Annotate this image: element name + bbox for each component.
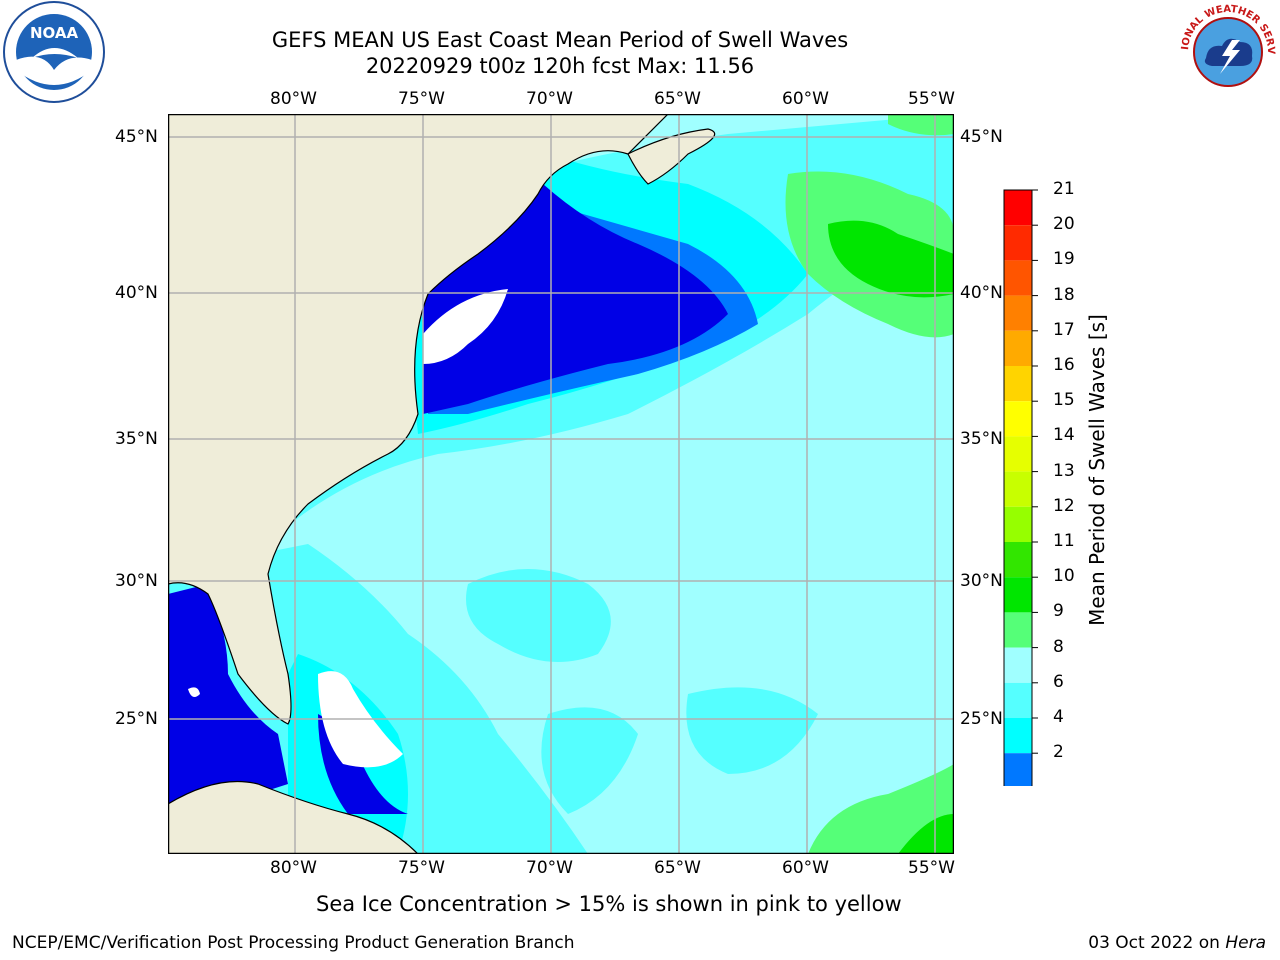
- colorbar-tick-label: 2: [1053, 742, 1064, 763]
- colorbar-segment: [1004, 436, 1032, 472]
- lat-label-right-40n: 40°N: [960, 283, 1003, 303]
- lat-label-right-30n: 30°N: [960, 571, 1003, 591]
- lat-label-right-35n: 35°N: [960, 429, 1003, 449]
- noaa-logo-text: NOAA: [30, 24, 79, 42]
- colorbar-segment: [1004, 260, 1032, 296]
- colorbar-tick-label: 4: [1053, 707, 1064, 727]
- band-under-2s-gulf-of-mexico: [168, 584, 288, 814]
- colorbar-title: Mean Period of Swell Waves [s]: [1085, 314, 1109, 626]
- lat-label-left-25n: 25°N: [115, 709, 158, 729]
- map-title: GEFS MEAN US East Coast Mean Period of S…: [271, 28, 849, 52]
- lon-label-bottom-65w: 65°W: [654, 858, 701, 878]
- lat-label-left-35n: 35°N: [115, 429, 158, 449]
- lat-label-right-45n: 45°N: [960, 127, 1003, 147]
- colorbar-segment: [1004, 225, 1032, 261]
- nws-logo: NATIONAL WEATHER SERVICE: [1172, 0, 1280, 108]
- lon-label-top-75w: 75°W: [398, 89, 445, 109]
- band-9-10s-southeast: [808, 764, 954, 854]
- map-subtitle: 20220929 t00z 120h fcst Max: 11.56: [365, 54, 755, 78]
- lon-label-top-70w: 70°W: [526, 89, 573, 109]
- colorbar-segment: [1004, 401, 1032, 437]
- lon-label-bottom-70w: 70°W: [526, 858, 573, 878]
- colorbar: [1000, 186, 1040, 818]
- colorbar-tick-label: 19: [1053, 249, 1075, 270]
- graticule: [168, 114, 954, 854]
- lat-label-left-40n: 40°N: [115, 283, 158, 303]
- colorbar-tick-label: 21: [1053, 179, 1075, 199]
- colorbar-segment: [1004, 330, 1032, 366]
- lon-label-top-55w: 55°W: [908, 89, 955, 109]
- colorbar-segment: [1004, 506, 1032, 542]
- land-nova-scotia: [627, 128, 716, 185]
- colorbar-tick-label: 13: [1053, 460, 1075, 481]
- colorbar-segment: [1004, 190, 1032, 226]
- band-under-2s-gulf-of-maine: [423, 184, 728, 414]
- colorbar-tick-label: 12: [1053, 495, 1075, 516]
- lat-label-left-45n: 45°N: [115, 127, 158, 147]
- land-cuba: [168, 780, 419, 854]
- colorbar-segment: [1004, 366, 1032, 402]
- date-text: 03 Oct 2022 on: [1088, 933, 1220, 953]
- colorbar-tick-label: 8: [1053, 636, 1064, 657]
- sea-ice-footnote: Sea Ice Concentration > 15% is shown in …: [316, 892, 902, 916]
- lon-label-bottom-55w: 55°W: [908, 858, 955, 878]
- lon-label-top-60w: 60°W: [782, 89, 829, 109]
- colorbar-segment: [1004, 647, 1032, 683]
- colorbar-tick-label: 11: [1053, 531, 1075, 551]
- colorbar-tick-label: 9: [1053, 601, 1064, 622]
- colorbar-segment: [1004, 753, 1032, 789]
- colorbar-segment: [1004, 542, 1032, 578]
- machine-name: Hera: [1225, 933, 1266, 953]
- lon-label-bottom-80w: 80°W: [270, 858, 317, 878]
- colorbar-tick-label: 14: [1053, 425, 1075, 446]
- lat-label-left-30n: 30°N: [115, 571, 158, 591]
- colorbar-segment: [1004, 471, 1032, 507]
- colorbar-segment: [1004, 612, 1032, 648]
- colorbar-tick-label: 20: [1053, 214, 1075, 235]
- date-line: 03 Oct 2022 on Hera: [1088, 933, 1266, 953]
- lon-label-bottom-75w: 75°W: [398, 858, 445, 878]
- colorbar-tick-label: 17: [1053, 319, 1075, 340]
- lon-label-top-65w: 65°W: [654, 89, 701, 109]
- colorbar-segment: [1004, 295, 1032, 331]
- colorbar-tick-label: 16: [1053, 355, 1075, 375]
- swell-period-map: [167, 113, 955, 855]
- colorbar-segment: [1004, 577, 1032, 613]
- colorbar-segment: [1004, 682, 1032, 718]
- lon-label-bottom-60w: 60°W: [782, 858, 829, 878]
- colorbar-tick-label: 15: [1053, 390, 1075, 411]
- colorbar-tick-label: 6: [1053, 671, 1064, 692]
- band-10-11s-northeast: [828, 220, 954, 298]
- colorbar-tick-label: 10: [1053, 566, 1075, 587]
- map-border: [167, 113, 955, 855]
- credit-line: NCEP/EMC/Verification Post Processing Pr…: [12, 933, 575, 953]
- noaa-logo: NOAA: [2, 0, 106, 108]
- lat-label-right-25n: 25°N: [960, 709, 1003, 729]
- lon-label-top-80w: 80°W: [270, 89, 317, 109]
- land-north-america: [168, 114, 669, 725]
- colorbar-tick-label: 18: [1053, 284, 1075, 305]
- colorbar-segment: [1004, 718, 1032, 754]
